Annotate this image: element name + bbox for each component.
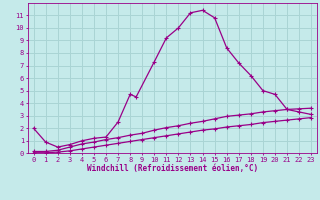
X-axis label: Windchill (Refroidissement éolien,°C): Windchill (Refroidissement éolien,°C) xyxy=(87,164,258,173)
